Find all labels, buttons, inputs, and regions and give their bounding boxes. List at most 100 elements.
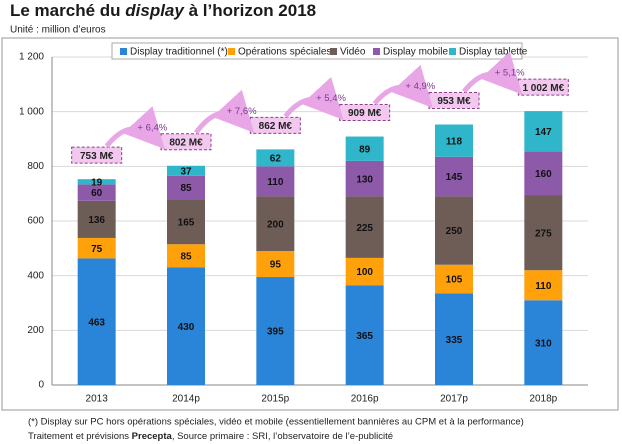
total-label: 909 M€ (348, 108, 382, 119)
x-tick-label: 2017p (440, 394, 468, 405)
data-label: 145 (446, 172, 463, 183)
bar-segment (524, 195, 563, 271)
subtitle: Unité : million d’euros (10, 25, 106, 36)
footnote: (*) Display sur PC hors opérations spéci… (28, 417, 524, 428)
bar-segment (435, 124, 473, 157)
data-label: 430 (178, 322, 195, 333)
y-tick-label: 600 (27, 216, 44, 227)
legend-box (111, 42, 523, 60)
growth-arrow (104, 106, 165, 150)
legend-label: Opérations spéciales (238, 47, 331, 58)
data-label: 19 (91, 177, 103, 188)
data-label: 250 (446, 226, 463, 237)
title-part: display (125, 1, 185, 20)
x-tick-label: 2018p (529, 394, 557, 405)
y-tick-label: 1 200 (19, 52, 44, 63)
data-label: 160 (535, 169, 552, 180)
legend-swatch (449, 48, 456, 55)
legend-swatch (330, 48, 337, 55)
x-tick-label: 2016p (351, 394, 379, 405)
data-label: 335 (446, 335, 463, 346)
total-label: 953 M€ (437, 96, 471, 107)
legend-label: Display tablette (459, 47, 528, 58)
source-part: , Source primaire : SRI, l’observatoire … (172, 431, 393, 442)
chart-frame (1, 37, 619, 411)
bar-segment (256, 196, 295, 252)
source-part: Precepta (132, 431, 173, 442)
data-label: 275 (535, 228, 552, 239)
bar-segment (345, 285, 384, 385)
source-part: Traitement et prévisions (28, 431, 132, 442)
growth-label: + 7,6% (227, 106, 257, 117)
title-part: Le marché du (10, 1, 125, 20)
bar-segment (167, 165, 205, 176)
data-label: 75 (91, 244, 103, 255)
y-tick-label: 200 (27, 325, 44, 336)
bar-segment (345, 136, 384, 161)
data-label: 100 (356, 267, 373, 278)
chart-title: Le marché du display à l’horizon 2018 (10, 1, 316, 20)
bar-segment (167, 244, 205, 268)
bar-segment (167, 199, 205, 245)
data-label: 62 (270, 154, 282, 165)
total-box (339, 104, 391, 122)
data-label: 110 (267, 177, 284, 188)
bar-segment (256, 277, 295, 385)
data-label: 310 (535, 338, 552, 349)
total-label: 802 M€ (169, 137, 203, 148)
growth-label: + 5,4% (316, 93, 346, 104)
total-box (428, 92, 480, 110)
growth-label: + 4,9% (405, 81, 435, 92)
bar-segment (77, 237, 116, 259)
data-label: 89 (359, 144, 371, 155)
y-tick-label: 0 (38, 380, 44, 391)
bar-segment (77, 184, 116, 201)
legend-swatch (373, 48, 380, 55)
bar-segment (524, 151, 563, 196)
bar-segment (77, 258, 116, 385)
data-label: 37 (180, 166, 192, 177)
growth-label: + 6,4% (137, 122, 167, 133)
data-label: 130 (356, 174, 373, 185)
x-tick-label: 2015p (261, 394, 289, 405)
bar-segment (345, 196, 384, 258)
bar-segment (77, 200, 116, 238)
x-tick-label: 2013 (86, 394, 109, 405)
data-label: 165 (178, 217, 195, 228)
data-label: 118 (446, 136, 463, 147)
data-label: 200 (267, 219, 284, 230)
total-label: 1 002 M€ (522, 83, 564, 94)
bar-segment (345, 257, 384, 286)
data-label: 395 (267, 327, 284, 338)
bar-segment (524, 300, 563, 385)
source: Traitement et prévisions Precepta, Sourc… (28, 431, 393, 442)
data-label: 105 (446, 275, 463, 286)
growth-arrow (283, 76, 344, 120)
y-tick-label: 1 000 (19, 106, 44, 117)
growth-arrow (193, 89, 255, 135)
total-label: 862 M€ (259, 121, 293, 132)
bar-segment (256, 149, 295, 167)
bar-segment (435, 264, 473, 294)
bar-segment (524, 270, 563, 301)
bar-segment (524, 111, 563, 152)
data-label: 365 (356, 331, 373, 342)
data-label: 463 (88, 317, 105, 328)
bar-segment (345, 160, 384, 197)
title-part: à l’horizon 2018 (184, 1, 316, 20)
total-box (160, 133, 212, 151)
bar-segment (167, 175, 205, 200)
bar-segment (435, 156, 473, 197)
total-box (517, 78, 569, 96)
data-label: 60 (91, 188, 103, 199)
bar-segment (256, 251, 295, 278)
bar-segment (167, 267, 205, 385)
total-label: 753 M€ (80, 151, 114, 162)
data-label: 85 (180, 183, 192, 194)
data-label: 136 (88, 215, 105, 226)
growth-arrow (372, 64, 433, 108)
growth-arrow (462, 51, 523, 95)
data-label: 85 (180, 251, 192, 262)
legend-label: Display traditionnel (*) (130, 47, 228, 58)
